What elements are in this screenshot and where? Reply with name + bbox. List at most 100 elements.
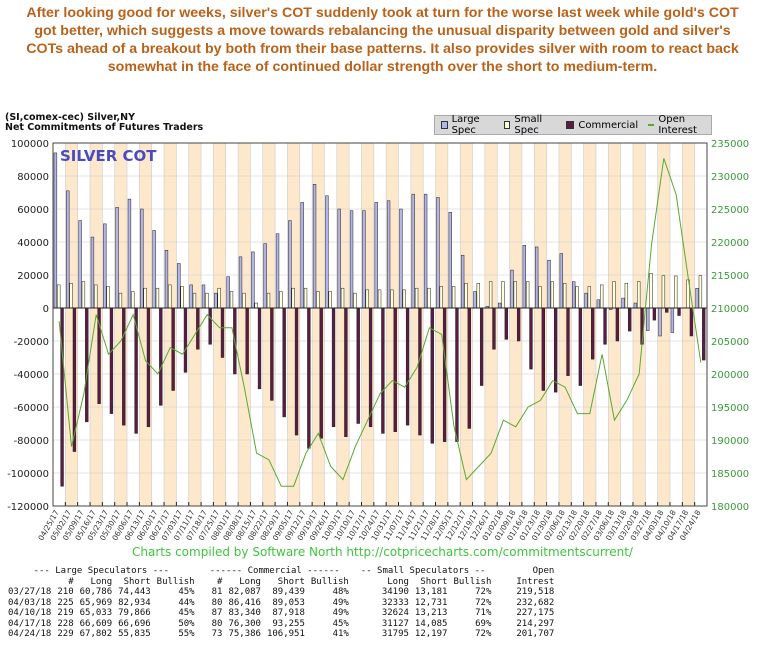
large-spec-bar <box>263 243 267 309</box>
small-spec-bar <box>353 292 357 309</box>
large-spec-bar <box>497 302 502 309</box>
y-tick-label: 0 <box>43 304 49 315</box>
commercial-bar <box>393 307 397 432</box>
small-spec-bar <box>279 291 283 309</box>
week-stripe <box>484 143 498 506</box>
table-cell: 45% <box>332 618 349 629</box>
y2-tick-label: 185000 <box>711 469 749 480</box>
commercial-bar <box>331 307 336 428</box>
small-spec-bar <box>192 292 197 309</box>
small-spec-bar <box>390 289 394 309</box>
table-cell: 49% <box>332 608 349 618</box>
column-header: Intrest <box>516 576 555 587</box>
y2-tick-label: 215000 <box>711 271 749 282</box>
table-cell: 03/27/18 <box>8 587 52 597</box>
large-spec-bar <box>448 212 452 309</box>
small-spec-bar <box>661 275 666 309</box>
column-header: Long <box>387 576 409 587</box>
table-cell: 210 <box>57 587 74 597</box>
week-stripe <box>509 143 522 506</box>
commercial-bar <box>591 307 595 360</box>
small-spec-bar <box>451 286 456 309</box>
y2-tick-label: 205000 <box>711 337 749 348</box>
table-cell: 32333 <box>381 597 409 608</box>
y2-tick-label: 210000 <box>711 304 749 315</box>
y2-tick-label: 235000 <box>711 139 749 150</box>
column-header: Short <box>420 576 448 587</box>
table-cell: 04/10/18 <box>8 608 52 618</box>
commercial-bar <box>208 307 212 345</box>
commercial-bar <box>603 307 607 345</box>
week-stripe <box>188 143 202 506</box>
commercial-bar <box>516 307 521 342</box>
small-spec-bar <box>316 291 320 309</box>
commercial-bar <box>492 307 496 350</box>
large-spec-bar <box>670 307 675 333</box>
commercial-bar <box>381 307 385 434</box>
commercial-bar <box>479 307 484 386</box>
legend-open-interest: Open Interest <box>648 114 711 136</box>
commercial-bar <box>307 307 311 449</box>
credit-line: Charts compiled by Software North http:/… <box>132 545 633 559</box>
instrument-label: (SI,comex-cec) Silver,NY <box>5 112 135 123</box>
open-interest-line <box>58 158 702 487</box>
table-cell: 41% <box>332 629 349 639</box>
large-spec-bar <box>473 291 477 309</box>
column-header: Short <box>123 576 151 587</box>
table-cell: 45% <box>178 587 195 597</box>
y2-tick-label: 190000 <box>711 436 749 447</box>
large-spec-bar <box>374 202 378 309</box>
small-spec-bar <box>649 273 653 309</box>
table-cell: 74,443 <box>118 587 151 597</box>
small-spec-bar <box>550 281 554 309</box>
small-spec-bar <box>674 275 678 309</box>
commercial-bar <box>257 307 262 390</box>
small-spec-bar <box>365 289 369 309</box>
table-cell: 04/17/18 <box>8 618 52 629</box>
y-tick-label: 80000 <box>17 172 49 183</box>
large-spec-bar <box>312 184 317 309</box>
large-spec-bar <box>325 195 329 309</box>
commercial-bar <box>677 307 681 316</box>
small-spec-bar <box>501 281 505 309</box>
small-spec-bar <box>205 292 209 309</box>
y-tick-label: -60000 <box>14 403 49 414</box>
table-row: 04/03/18 225 65,969 82,934 44% 80 86,416 89,053… <box>5 598 557 609</box>
plot-border <box>52 142 708 507</box>
small-spec-bar <box>168 284 172 309</box>
large-spec-bar <box>115 207 119 309</box>
large-spec-bar <box>646 307 650 331</box>
table-cell: 72% <box>475 629 492 639</box>
week-stripe <box>583 143 596 506</box>
y2-tick-label: 180000 <box>711 502 749 513</box>
large-spec-bar <box>53 152 58 309</box>
table-cell: 72% <box>475 587 492 597</box>
legend-large-spec: Large Spec <box>441 114 494 136</box>
table-group-header: --- Large Speculators --- ------ Commerci… <box>5 566 557 577</box>
headline-commentary: After looking good for weeks, silver's C… <box>26 5 739 75</box>
table-cell: 82,087 <box>228 587 261 597</box>
large-spec-bar <box>621 297 625 309</box>
y-tick-label: -120000 <box>7 502 49 513</box>
table-cell: 13,213 <box>414 608 448 618</box>
large-spec-bar <box>90 236 95 309</box>
table-cell: 87 <box>211 608 223 618</box>
large-spec-bar <box>238 256 243 309</box>
small-spec-bar <box>464 283 468 309</box>
table-cell: 73 <box>211 629 223 639</box>
table-cell: 48% <box>332 587 349 597</box>
small-spec-bar <box>69 283 73 309</box>
small-spec-bar <box>57 284 61 309</box>
large-spec-bar <box>226 276 230 309</box>
table-cell: 80 <box>211 618 223 629</box>
y2-tick-label: 230000 <box>711 172 749 183</box>
table-row: 04/24/18 229 67,802 55,835 55% 73 75,386 106,95… <box>5 629 557 640</box>
commercial-bar <box>405 307 410 426</box>
table-cell: 229 <box>57 629 74 639</box>
commercial-bar <box>442 307 447 442</box>
large-spec-bar <box>288 220 292 309</box>
commercial-bar <box>628 307 632 332</box>
commercial-bar <box>344 307 348 437</box>
y-tick-label: -20000 <box>14 337 49 348</box>
large-spec-bar <box>399 208 403 309</box>
